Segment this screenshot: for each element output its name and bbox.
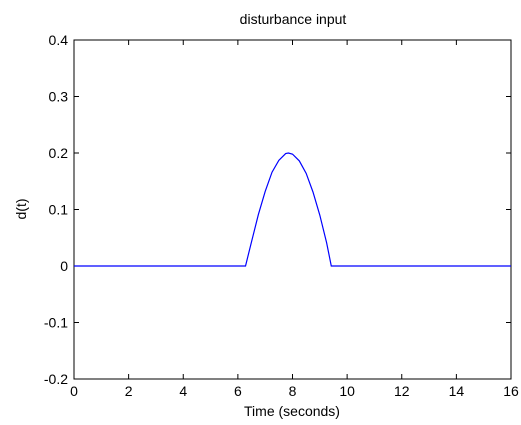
y-tick-label: 0.3 <box>49 89 69 105</box>
x-tick-label: 6 <box>234 383 242 399</box>
y-tick-label: -0.2 <box>44 371 68 387</box>
x-tick-label: 10 <box>339 383 355 399</box>
x-tick-label: 4 <box>179 383 187 399</box>
y-tick-label: 0.2 <box>49 145 69 161</box>
y-axis-label: d(t) <box>13 199 29 220</box>
x-tick-label: 8 <box>289 383 297 399</box>
y-tick-label: 0.1 <box>49 202 69 218</box>
plot-area <box>73 39 512 380</box>
x-tick-label: 14 <box>449 383 465 399</box>
x-tick-label: 16 <box>503 383 519 399</box>
y-tick-label: 0 <box>60 258 68 274</box>
y-tick-label: 0.4 <box>49 32 69 48</box>
chart-title: disturbance input <box>240 11 347 27</box>
x-tick-label: 2 <box>125 383 133 399</box>
series <box>74 152 511 267</box>
y-tick-label: -0.1 <box>44 315 68 331</box>
x-tick-label: 0 <box>70 383 78 399</box>
series-line <box>74 152 511 267</box>
ticks: 0 2 4 6 8 10 12 14 16 -0.2 -0.1 0 0.1 0.2 0.3 0.4 <box>44 32 519 399</box>
x-tick-label: 12 <box>394 383 410 399</box>
x-axis-label: Time (seconds) <box>244 403 340 419</box>
